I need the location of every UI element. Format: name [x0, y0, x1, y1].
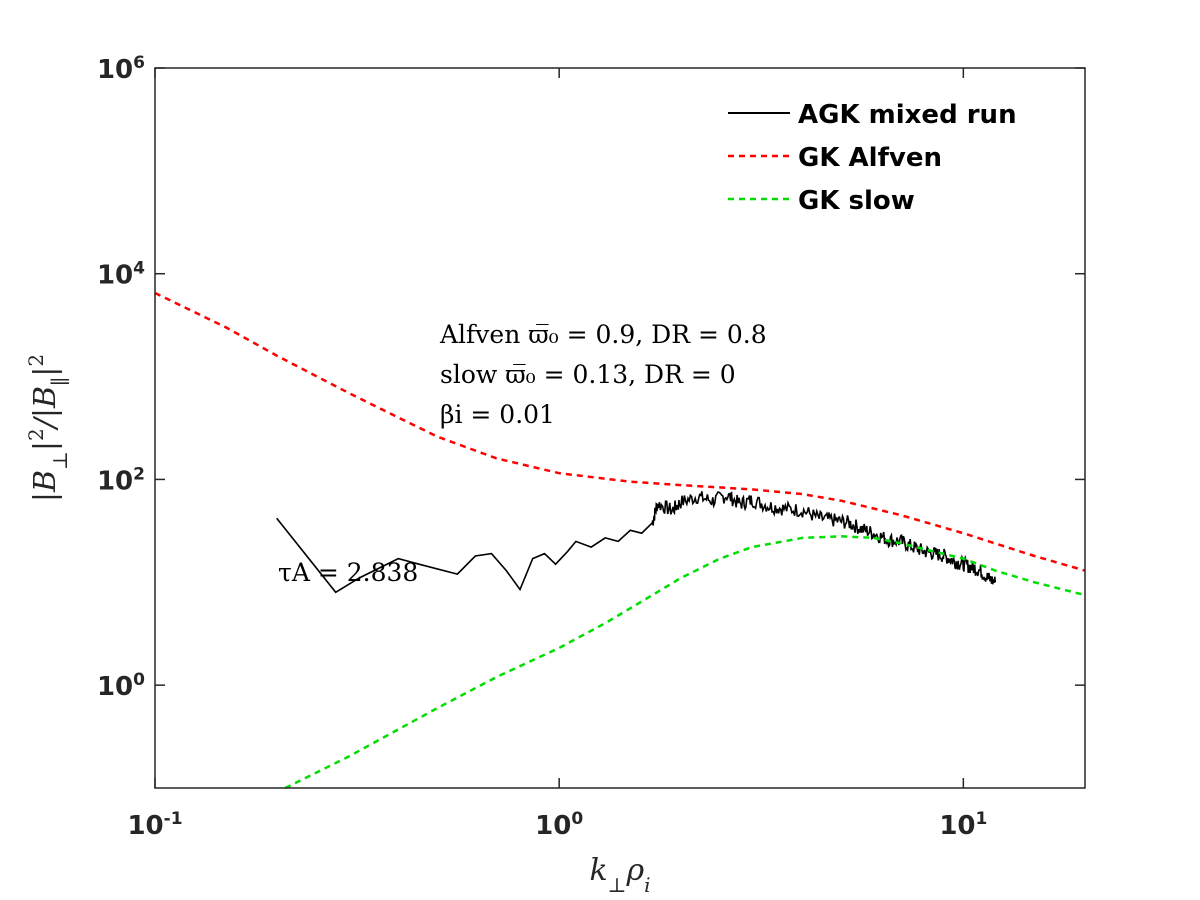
- annotation-beta: βi = 0.01: [440, 400, 555, 429]
- series-line-gk-slow: [284, 535, 1086, 790]
- x-tick-label: 10-1: [127, 809, 182, 841]
- annotation-tau: τA = 2.838: [278, 558, 418, 587]
- x-tick-label: 100: [535, 809, 583, 841]
- series-line-gk-alfven: [154, 291, 1086, 572]
- x-tick-label: 101: [939, 809, 987, 841]
- legend-label-gk-alfven: GK Alfven: [798, 143, 942, 173]
- plot-frame: [154, 67, 1086, 789]
- annotation-slow: slow ϖ̅₀ = 0.13, DR = 0: [440, 360, 736, 389]
- x-axis-label: k⊥ρi: [589, 853, 650, 897]
- ticks-layer: 10-1 100 101 100 102 104 106: [97, 53, 1085, 841]
- legend: AGK mixed run GK Alfven GK slow: [728, 100, 1017, 216]
- annotation-alfven: Alfven ϖ̅₀ = 0.9, DR = 0.8: [439, 320, 767, 349]
- legend-label-gk-slow: GK slow: [798, 186, 915, 216]
- y-tick-label: 100: [97, 670, 145, 702]
- y-tick-label: 106: [97, 53, 145, 85]
- series-line-agk-mixed-run: [276, 491, 997, 594]
- plot-background: [155, 68, 1085, 788]
- y-axis-label: |B⊥|2/|B∥|2: [24, 354, 72, 502]
- y-tick-label: 104: [97, 259, 145, 291]
- y-tick-label: 102: [97, 464, 145, 496]
- legend-label-agk: AGK mixed run: [798, 100, 1017, 130]
- series-layer: [154, 291, 1086, 790]
